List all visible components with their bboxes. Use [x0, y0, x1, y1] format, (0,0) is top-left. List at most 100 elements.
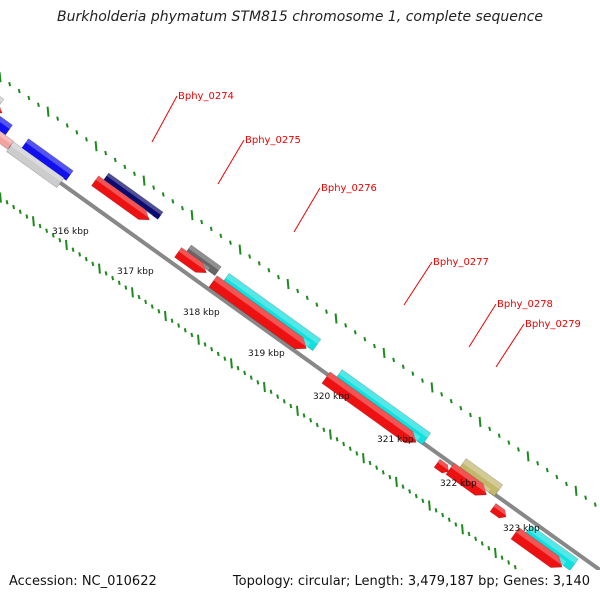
- gene-label: Bphy_0274: [178, 91, 234, 102]
- tick-minor: [548, 589, 549, 593]
- feature-bphy-0278: [457, 458, 504, 497]
- feature-bphy-0279: [489, 503, 509, 519]
- tick-minor: [392, 357, 396, 363]
- tick-minor: [104, 271, 108, 276]
- tick-minor: [5, 200, 9, 205]
- tick-minor: [500, 555, 504, 560]
- tick-major: [494, 547, 497, 559]
- tick-minor: [243, 370, 247, 376]
- scale-label: 323 kbp: [503, 524, 540, 534]
- scale-label: 318 kbp: [183, 308, 220, 318]
- tick-major: [428, 500, 431, 511]
- tick-minor: [305, 295, 309, 301]
- tick-minor: [85, 137, 88, 142]
- footer-topology: Topology: circular; Length: 3,479,187 bp…: [232, 574, 590, 589]
- tick-minor: [441, 512, 445, 518]
- tick-minor: [309, 418, 313, 423]
- gene-label: Bphy_0277: [433, 257, 489, 268]
- tick-major: [395, 476, 398, 487]
- gene-callouts: Bphy_0274 Bphy_0275 Bphy_0276 Bphy_0277 Bphy…: [151, 91, 581, 368]
- tick-minor: [152, 185, 156, 190]
- tick-minor: [104, 150, 108, 156]
- tick-minor: [38, 223, 42, 229]
- tick-minor: [37, 102, 40, 108]
- tick-major: [574, 485, 578, 496]
- tick-major: [0, 192, 2, 203]
- tick-minor: [137, 294, 141, 300]
- tick-major: [65, 239, 68, 251]
- tick-minor: [375, 465, 379, 470]
- tick-minor: [513, 564, 517, 570]
- tick-major: [430, 382, 434, 393]
- tick-major: [94, 141, 98, 152]
- tick-minor: [111, 275, 115, 281]
- tick-minor: [190, 332, 194, 338]
- callout-line: [403, 261, 433, 306]
- tick-minor: [555, 474, 559, 480]
- tick-minor: [150, 304, 154, 309]
- tick-minor: [78, 252, 82, 257]
- scale-label: 321 kbp: [377, 435, 414, 445]
- tick-minor: [467, 531, 471, 537]
- tick-minor: [401, 364, 405, 369]
- tick-minor: [536, 461, 540, 466]
- tick-minor: [236, 365, 240, 371]
- tick-minor: [75, 130, 79, 135]
- tick-minor: [411, 371, 415, 376]
- tick-minor: [344, 323, 348, 328]
- tick-minor: [113, 157, 117, 163]
- callout-line: [293, 187, 321, 233]
- tick-major: [382, 347, 386, 359]
- tick-major: [263, 382, 266, 393]
- tick-minor: [51, 233, 55, 238]
- tick-minor: [408, 489, 412, 494]
- feature-bphy-0277: [333, 369, 432, 445]
- tick-minor: [388, 474, 392, 480]
- tick-minor: [219, 233, 223, 239]
- feature-bphy-0277-gene: [321, 371, 421, 444]
- tick-minor: [348, 446, 352, 451]
- tick-minor: [565, 481, 568, 487]
- feature-track: [0, 76, 579, 570]
- tick-major: [461, 524, 464, 535]
- feature-red-small: [433, 458, 452, 474]
- tick-minor: [144, 299, 148, 305]
- tick-minor: [65, 123, 69, 128]
- feature-bphy-0274-gene: [91, 175, 153, 221]
- tick-minor: [249, 375, 253, 380]
- callout-line: [468, 303, 497, 348]
- tick-minor: [117, 280, 121, 286]
- tick-minor: [18, 209, 22, 214]
- tick-major: [98, 263, 101, 274]
- scale-label: 316 kbp: [52, 227, 89, 237]
- gene-label: Bphy_0278: [497, 299, 553, 310]
- scale-label: 322 kbp: [440, 479, 477, 489]
- tick-minor: [8, 81, 12, 87]
- tick-minor: [517, 447, 520, 452]
- tick-minor: [133, 171, 136, 176]
- tick-minor: [335, 436, 339, 442]
- tick-major: [286, 278, 290, 290]
- tick-minor: [170, 318, 174, 323]
- tick-minor: [474, 536, 478, 541]
- tick-minor: [480, 541, 484, 546]
- tick-minor: [56, 116, 60, 121]
- callout-line: [495, 323, 525, 368]
- tick-minor: [91, 261, 95, 267]
- scale-label: 319 kbp: [248, 349, 285, 359]
- tick-minor: [454, 522, 458, 527]
- tick-minor: [229, 240, 232, 245]
- tick-minor: [124, 285, 128, 290]
- tick-minor: [200, 219, 204, 225]
- feature-blue: [21, 138, 74, 181]
- tick-major: [362, 453, 365, 464]
- tick-major: [190, 210, 194, 221]
- tick-minor: [554, 594, 555, 598]
- tick-minor: [216, 351, 220, 357]
- tick-major: [329, 429, 332, 440]
- tick-minor: [161, 192, 165, 197]
- feature-red: [510, 527, 567, 568]
- tick-minor: [315, 302, 319, 307]
- tick-minor: [289, 403, 293, 409]
